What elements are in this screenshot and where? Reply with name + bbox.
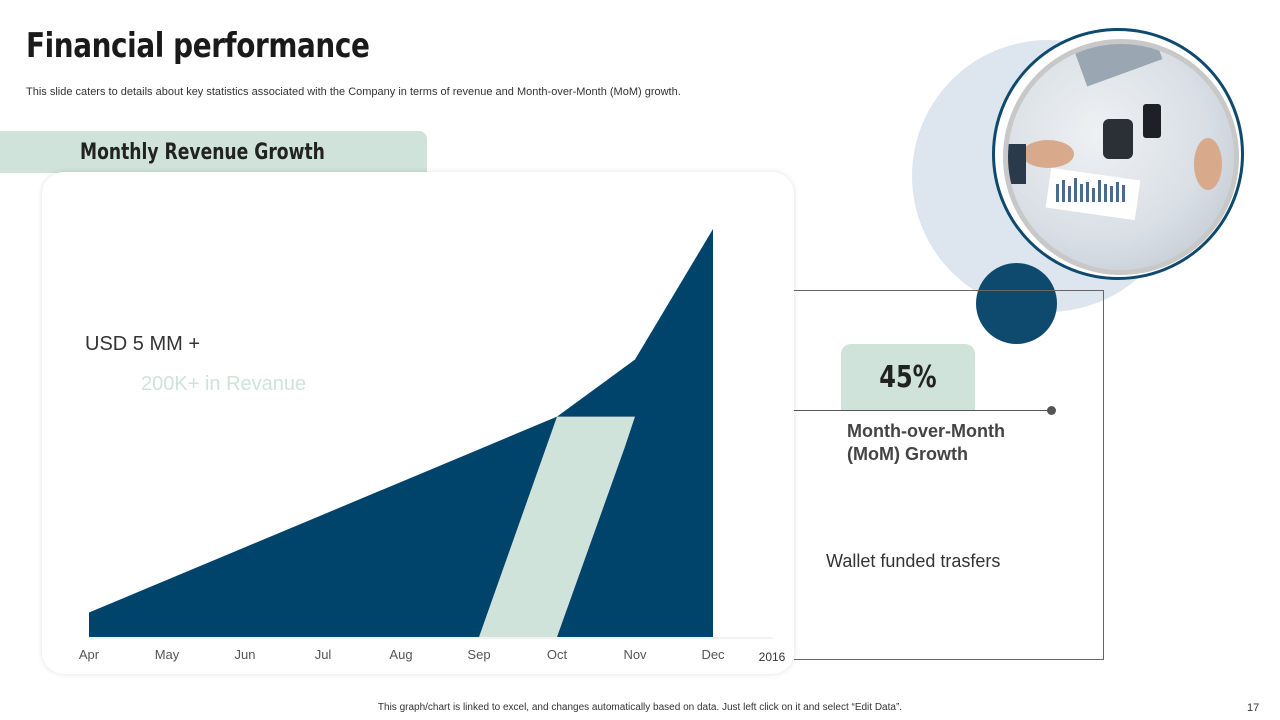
hand-right-shape: [1194, 138, 1222, 190]
paper-bars: [1056, 178, 1125, 202]
connector-dot: [1047, 406, 1056, 415]
growth-label: Month-over-Month (MoM) Growth: [847, 421, 1005, 464]
sleeve-shape: [1008, 144, 1026, 184]
page-number: 17: [1247, 702, 1260, 714]
chart-card[interactable]: [42, 172, 794, 674]
growth-percent-background: [841, 344, 975, 410]
laptop-shape: [1073, 44, 1163, 87]
wallet-transfers-text: Wallet funded trasfers: [826, 551, 1001, 571]
revenue-subtext: 200K+ in Revanue: [141, 373, 307, 395]
usd-revenue-text: USD 5 MM +: [85, 333, 201, 355]
connector-line: [794, 410, 1052, 411]
info-box-border: [794, 290, 1104, 660]
section-header-label: Monthly Revenue Growth: [80, 140, 325, 165]
business-meeting-photo: [1003, 39, 1239, 275]
pen-holder-shape: [1103, 119, 1133, 159]
phone-shape: [1143, 104, 1161, 138]
slide-title: Financial performance: [26, 26, 370, 66]
growth-percent: 45%: [879, 360, 937, 395]
footer-note: This graph/chart is linked to excel, and…: [377, 702, 903, 713]
slide-subtitle: This slide caters to details about key s…: [26, 86, 681, 98]
desk-illustration: [1008, 44, 1222, 221]
section-header-background: [0, 131, 427, 173]
accent-dot-circle: [976, 263, 1057, 344]
hand-left-shape: [1022, 140, 1074, 168]
